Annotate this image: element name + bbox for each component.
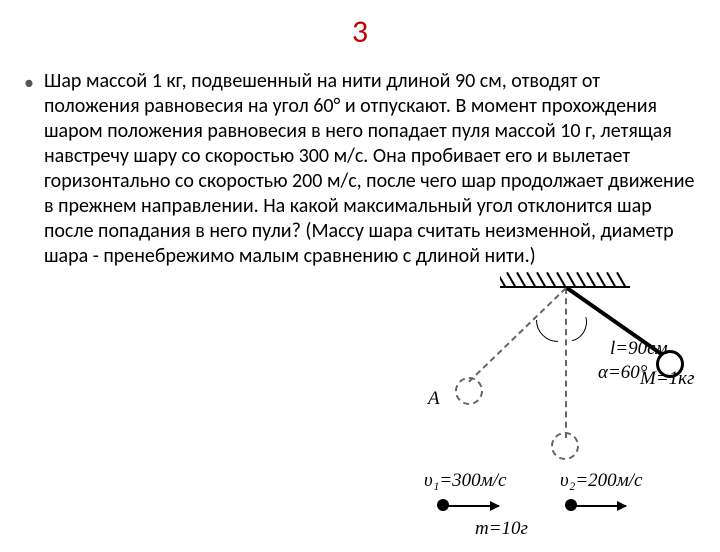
label-velocity-2: υ₂=200м/с [560, 470, 643, 492]
physics-diagram: A l=90см α=60° М=1кг υ₁=300м/с υ₂=200м/с… [340, 270, 690, 545]
velocity-arrow-v1 [444, 505, 499, 507]
thread-vertical-dashed [565, 288, 567, 438]
problem-text: Шар массой 1 кг, подвешенный на нити дли… [44, 69, 696, 269]
bullet-item: • Шар массой 1 кг, подвешенный на нити д… [24, 69, 696, 269]
label-velocity-1: υ₁=300м/с [424, 470, 507, 492]
ball-equilibrium [551, 432, 579, 460]
velocity-arrow-v2 [571, 505, 626, 507]
label-length: l=90см [610, 338, 668, 360]
label-mass-bullet: m=10г [475, 518, 528, 540]
ball-position-a [455, 377, 483, 405]
content-area: • Шар массой 1 кг, подвешенный на нити д… [0, 51, 720, 269]
label-mass-ball: М=1кг [640, 368, 694, 390]
slide-title: 3 [0, 12, 720, 51]
ceiling-hatch [500, 270, 630, 288]
bullet-marker: • [24, 69, 34, 97]
label-a: A [428, 388, 440, 410]
